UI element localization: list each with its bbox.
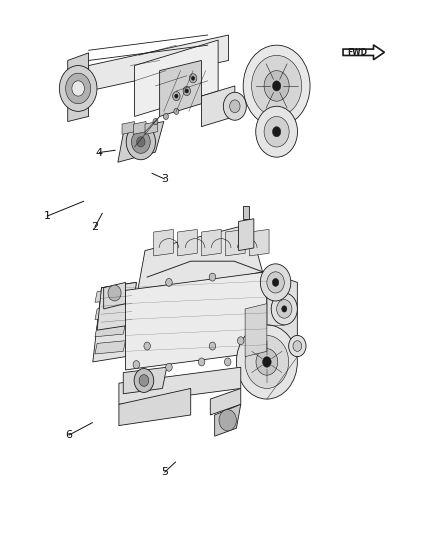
Polygon shape (145, 122, 158, 134)
Text: 5: 5 (161, 467, 168, 477)
Circle shape (189, 74, 197, 83)
Circle shape (262, 357, 271, 367)
Circle shape (267, 272, 284, 293)
Polygon shape (123, 367, 167, 394)
Polygon shape (245, 304, 267, 357)
Polygon shape (122, 122, 134, 134)
Circle shape (133, 361, 140, 368)
Circle shape (256, 349, 278, 375)
Circle shape (66, 73, 91, 104)
Circle shape (126, 124, 155, 160)
Polygon shape (68, 53, 88, 122)
Circle shape (134, 368, 154, 392)
Circle shape (282, 306, 287, 312)
Polygon shape (178, 229, 197, 256)
Circle shape (251, 55, 302, 116)
Polygon shape (119, 389, 191, 425)
Circle shape (230, 100, 240, 112)
Circle shape (293, 341, 302, 351)
Circle shape (174, 108, 179, 115)
Polygon shape (125, 272, 267, 370)
Polygon shape (134, 40, 218, 116)
Polygon shape (104, 282, 125, 309)
Circle shape (175, 94, 178, 98)
Circle shape (209, 273, 216, 281)
Polygon shape (215, 405, 241, 436)
Circle shape (185, 89, 188, 93)
Circle shape (272, 127, 281, 137)
Polygon shape (201, 229, 221, 256)
Polygon shape (93, 282, 136, 362)
Polygon shape (134, 122, 146, 134)
Circle shape (243, 45, 310, 127)
Polygon shape (136, 224, 262, 298)
Circle shape (277, 300, 292, 318)
Circle shape (260, 264, 291, 301)
Polygon shape (95, 324, 125, 337)
Polygon shape (118, 122, 164, 162)
Circle shape (163, 114, 168, 119)
Text: 3: 3 (161, 174, 168, 184)
Circle shape (166, 364, 172, 371)
Circle shape (237, 325, 297, 399)
Circle shape (237, 337, 244, 345)
Polygon shape (250, 229, 269, 256)
Circle shape (153, 118, 158, 125)
Circle shape (60, 66, 97, 111)
Text: 4: 4 (96, 148, 103, 158)
Text: FWD: FWD (347, 48, 367, 57)
Polygon shape (95, 341, 125, 354)
Text: 2: 2 (92, 222, 99, 232)
Text: 1: 1 (44, 211, 50, 221)
Circle shape (191, 76, 195, 80)
Polygon shape (267, 272, 297, 357)
Polygon shape (88, 35, 229, 91)
Circle shape (264, 71, 289, 101)
Polygon shape (95, 306, 125, 319)
Circle shape (289, 335, 306, 357)
Polygon shape (154, 229, 173, 256)
Circle shape (264, 116, 289, 147)
Circle shape (224, 358, 231, 366)
Circle shape (183, 86, 191, 95)
Circle shape (72, 81, 85, 96)
Circle shape (223, 92, 246, 120)
Circle shape (137, 137, 145, 147)
Circle shape (245, 335, 289, 389)
Circle shape (108, 285, 121, 301)
Polygon shape (201, 86, 235, 127)
Polygon shape (95, 289, 125, 302)
Polygon shape (159, 60, 201, 116)
Circle shape (272, 81, 281, 91)
Polygon shape (97, 282, 136, 330)
Polygon shape (119, 367, 241, 405)
Circle shape (139, 375, 149, 386)
Polygon shape (239, 219, 254, 251)
Circle shape (272, 278, 279, 286)
Circle shape (198, 358, 205, 366)
Circle shape (209, 342, 216, 350)
Circle shape (166, 278, 172, 286)
Polygon shape (243, 206, 250, 219)
Text: 6: 6 (65, 430, 72, 440)
Circle shape (173, 92, 180, 101)
Circle shape (131, 131, 150, 154)
Circle shape (144, 342, 150, 350)
Circle shape (271, 293, 297, 325)
Polygon shape (343, 45, 385, 60)
Polygon shape (210, 389, 241, 415)
Polygon shape (226, 229, 245, 256)
Circle shape (256, 106, 297, 157)
Circle shape (219, 410, 237, 431)
